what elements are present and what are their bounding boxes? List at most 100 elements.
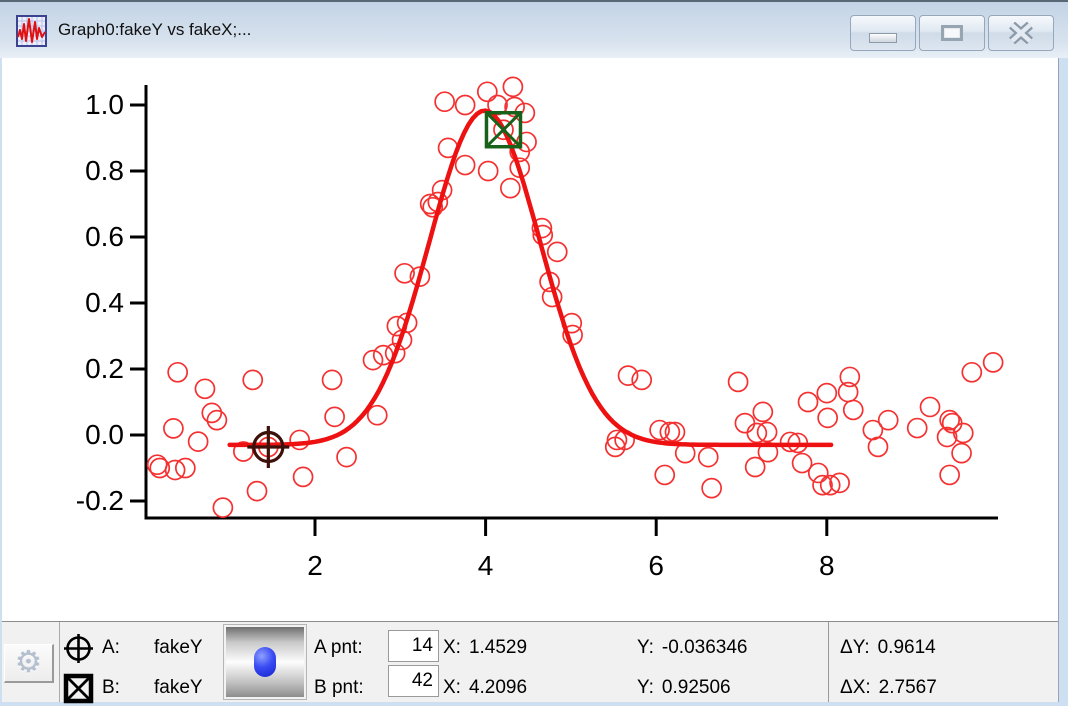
cursor-b[interactable] (484, 110, 523, 149)
scatter-point (324, 406, 345, 428)
cursor-a-x-value: 1.4529 (468, 637, 528, 658)
delta-x-value: 2.7567 (878, 677, 937, 698)
scatter-point (546, 241, 568, 263)
cursor-b-trace: fakeY (154, 677, 203, 698)
scatter-point (149, 457, 171, 479)
scatter-point (187, 431, 209, 452)
scatter-point (654, 464, 676, 486)
window-border-right (1058, 58, 1068, 702)
scatter-point (422, 196, 444, 218)
scatter-point (174, 457, 196, 479)
scatter-point (649, 419, 670, 441)
cursor-b-x-readout: X: 4.2096 (443, 678, 527, 698)
window-body: 1.0 0.8 0.6 0.4 0.2 0.0 -0.2 2 4 6 8 ⚙ A: fakeY B:… (0, 58, 1068, 704)
cursor-b-y-readout: Y: 0.92506 (637, 678, 731, 698)
scatter-point (531, 217, 553, 239)
delta-x-readout: ΔX: 2.7567 (840, 678, 937, 698)
axes (144, 85, 998, 520)
restore-button[interactable] (919, 15, 985, 51)
scatter-point (477, 160, 499, 182)
scatter-point (289, 429, 310, 451)
scatter-point (744, 456, 766, 478)
scatter-point (727, 371, 749, 393)
y-tick-label: 0.0 (85, 419, 124, 450)
scatter-point (807, 462, 829, 484)
scatter-point (779, 431, 801, 453)
scatter-point (362, 349, 384, 371)
scatter-point (502, 76, 524, 98)
scatter-point (476, 81, 498, 103)
scatter-point (617, 365, 639, 386)
scatter-point (812, 474, 833, 496)
y-tick-label: 0.2 (85, 353, 124, 384)
scatter-point (487, 94, 508, 116)
window-title: Graph0:fakeY vs fakeX;... (58, 20, 252, 39)
scatter-point (939, 464, 960, 486)
scatter-point (409, 266, 431, 287)
scatter-point (454, 94, 476, 116)
cursor-slider-handle[interactable] (254, 647, 276, 677)
cursor-slider[interactable] (223, 624, 307, 700)
title-bar[interactable]: Graph0:fakeY vs fakeX;... (0, 0, 1068, 58)
delta-y-label: ΔY: (840, 637, 870, 658)
scatter-point (939, 409, 960, 431)
scatter-point (919, 396, 941, 418)
scatter-point (952, 422, 974, 444)
scatter-point (606, 429, 628, 451)
scatter-point (842, 399, 864, 421)
scatter-point (167, 361, 189, 383)
scatter-point (336, 446, 357, 468)
settings-button[interactable]: ⚙ (4, 644, 54, 683)
scatter-point (697, 446, 719, 468)
a-pnt-label: A pnt: (314, 637, 363, 658)
restore-icon (941, 25, 963, 41)
chart-svg: 1.0 0.8 0.6 0.4 0.2 0.0 -0.2 2 4 6 8 (76, 76, 1004, 581)
fit-curve (227, 108, 834, 448)
b-pnt-label: B pnt: (314, 677, 364, 698)
cursor-a-y-label: Y: (637, 637, 654, 658)
scatter-point (454, 154, 476, 176)
cursor-a-x-readout: X: 1.4529 (443, 638, 527, 658)
cursor-b-icon (63, 673, 94, 704)
scatter-point (936, 426, 958, 448)
scatter-point (394, 262, 415, 284)
scatter-point (961, 361, 983, 383)
cursor-a-trace: fakeY (154, 637, 203, 658)
cursor-a-icon (64, 634, 93, 663)
scatter-point (839, 366, 861, 388)
close-button[interactable] (988, 15, 1054, 51)
scatter-point (829, 472, 850, 494)
scatter-point (504, 96, 525, 118)
cursor-a[interactable] (247, 425, 290, 468)
x-tick-label: 2 (307, 550, 323, 581)
scatter-point (756, 421, 778, 443)
scatter-point (292, 466, 314, 488)
x-tick-label: 6 (648, 550, 664, 581)
scatter-point (664, 421, 686, 443)
scatter-point (493, 119, 514, 141)
cursor-b-y-value: 0.92506 (661, 677, 731, 698)
scatter-point (366, 404, 388, 426)
scatter-point (816, 382, 838, 404)
scatter-point (867, 436, 889, 458)
b-pnt-input[interactable] (388, 665, 439, 697)
scatter-point (499, 177, 521, 199)
y-tick-label: 1.0 (85, 89, 124, 120)
y-tick-label: 0.8 (85, 155, 124, 186)
scatter-point (212, 497, 234, 518)
scatter-point (746, 422, 768, 444)
scatter-point (877, 409, 899, 431)
graph-plot-area[interactable]: 1.0 0.8 0.6 0.4 0.2 0.0 -0.2 2 4 6 8 (2, 58, 1058, 621)
info-bar-divider-2 (828, 622, 829, 702)
scatter-point (791, 452, 813, 474)
cursor-b-x-label: X: (443, 677, 461, 698)
gear-icon: ⚙ (15, 646, 42, 679)
cursor-a-y-value: -0.036346 (661, 637, 748, 658)
scatter-point (817, 407, 839, 429)
minimize-button[interactable] (850, 15, 916, 51)
scatter-point (734, 412, 756, 434)
scatter-point (163, 418, 184, 439)
a-pnt-input[interactable] (388, 630, 439, 662)
scatter-point (797, 391, 819, 413)
